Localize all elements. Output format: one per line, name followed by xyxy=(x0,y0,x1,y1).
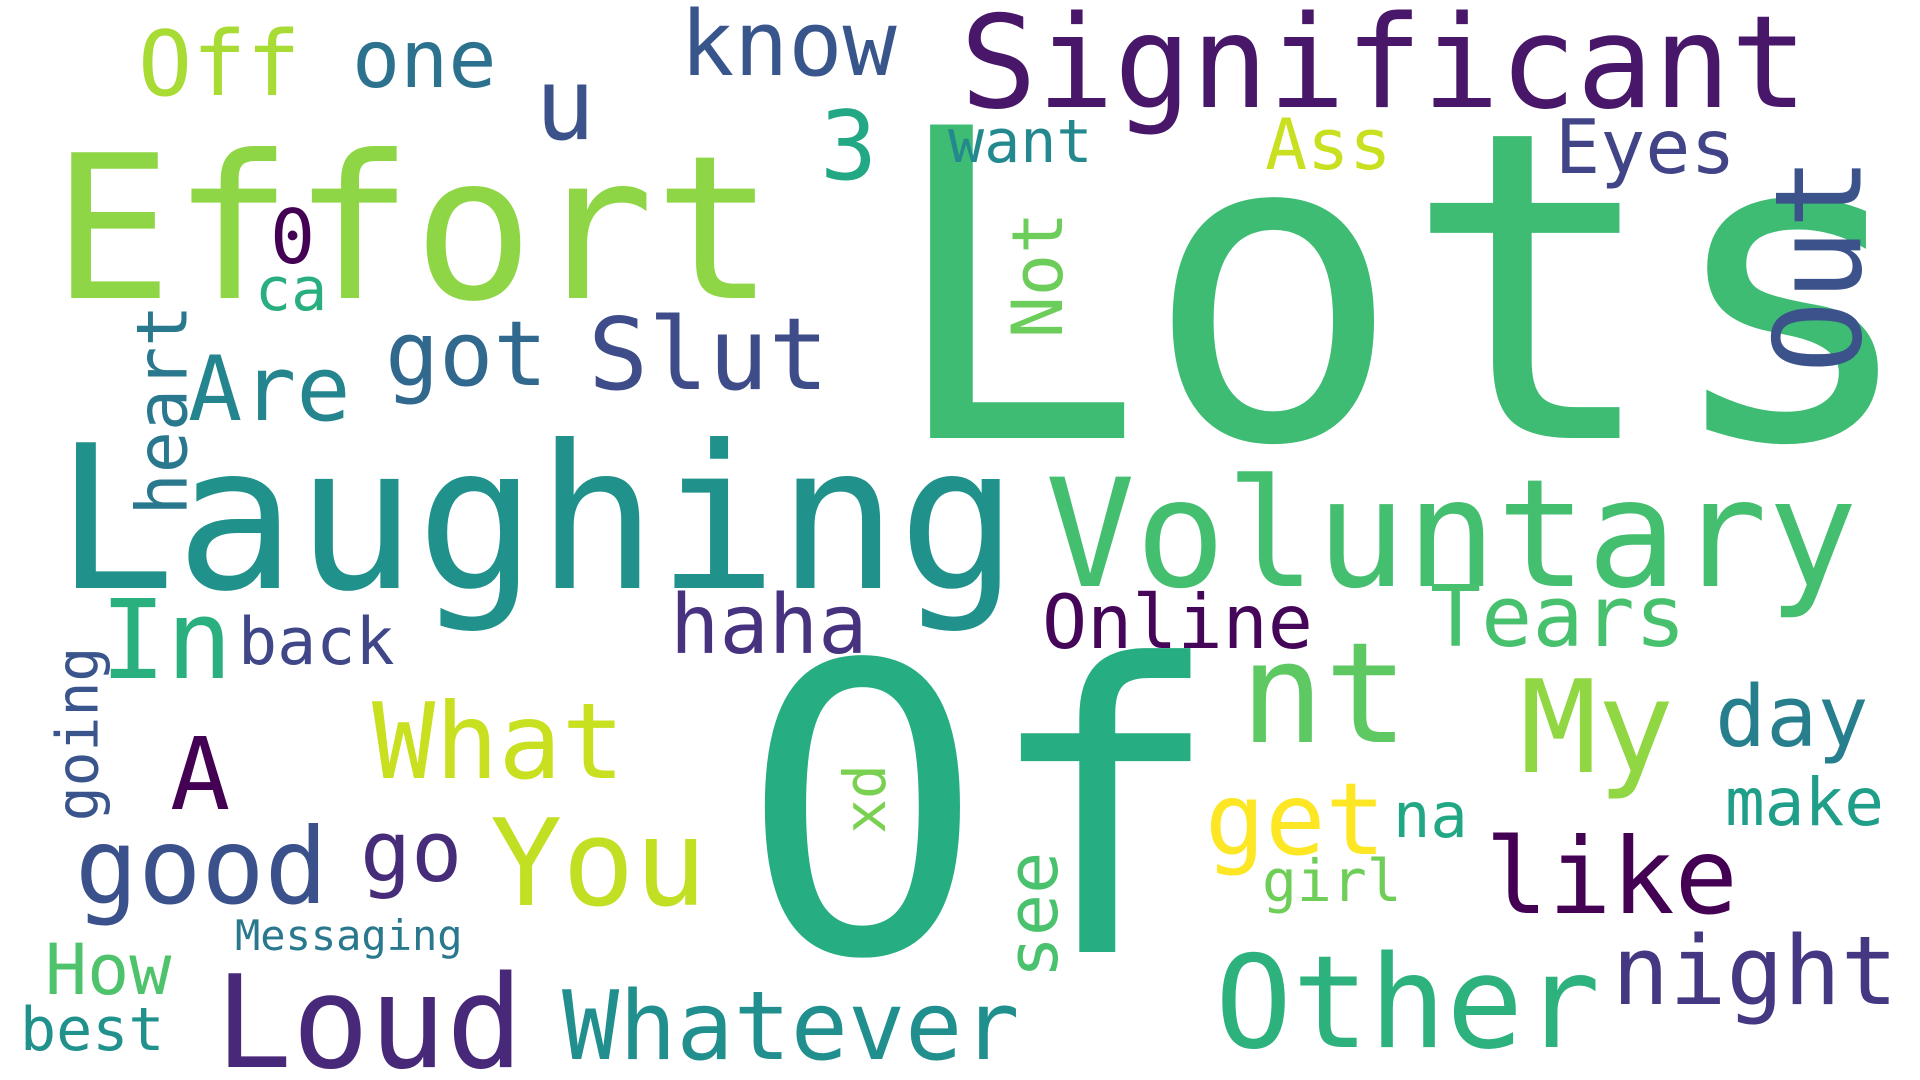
word-tears: Tears xyxy=(1430,568,1686,667)
word-got: got xyxy=(385,302,548,407)
word-a: A xyxy=(170,716,231,833)
word-laughing: Laughing xyxy=(55,403,1019,636)
word-slut: Slut xyxy=(588,296,829,413)
word-effort: Effort xyxy=(52,113,775,346)
word-girl: girl xyxy=(1262,847,1402,915)
word-ass: Ass xyxy=(1265,104,1392,186)
word-back: back xyxy=(238,605,395,680)
word-other: Other xyxy=(1215,929,1601,1078)
word-out: Out xyxy=(1750,156,1890,374)
word-eyes: Eyes xyxy=(1555,103,1736,191)
word-u: u xyxy=(535,46,596,163)
word-get: get xyxy=(1205,761,1386,878)
word-make: make xyxy=(1725,764,1884,841)
word-you: You xyxy=(490,795,707,934)
word-like: like xyxy=(1485,816,1738,938)
word-significant: Significant xyxy=(960,0,1808,138)
word-ca: ca xyxy=(255,255,328,325)
word-best: best xyxy=(20,995,165,1065)
word-messaging: Messaging xyxy=(235,911,463,960)
word-off: Off xyxy=(138,12,301,117)
word-zero: 0 xyxy=(270,193,316,281)
word-good: good xyxy=(75,806,328,928)
word-day: day xyxy=(1715,668,1869,767)
word-loud: Loud xyxy=(215,949,524,1080)
word-go: go xyxy=(360,803,463,902)
word-voluntary: Voluntary xyxy=(1045,448,1858,622)
word-one: one xyxy=(352,13,497,106)
word-haha: haha xyxy=(670,578,868,673)
word-my: My xyxy=(1520,654,1675,803)
word-xd: xd xyxy=(830,764,899,834)
word-in: In xyxy=(100,576,233,704)
word-of: Of xyxy=(742,582,1224,1047)
word-heart: heart xyxy=(121,304,204,516)
word-going: going xyxy=(43,646,112,822)
word-not: Not xyxy=(997,211,1080,339)
word-three: 3 xyxy=(820,92,878,202)
word-online: Online xyxy=(1042,578,1313,666)
word-see: see xyxy=(992,851,1075,979)
word-lots: Lots xyxy=(885,40,1920,540)
word-are: Are xyxy=(188,337,351,442)
word-what: What xyxy=(372,681,625,803)
word-nt: nt xyxy=(1240,613,1409,776)
word-na: na xyxy=(1393,779,1468,852)
word-whatever: Whatever xyxy=(562,972,1020,1080)
word-how: How xyxy=(45,929,172,1011)
word-night: night xyxy=(1612,917,1898,1027)
word-know: know xyxy=(680,0,897,97)
word-want: want xyxy=(948,107,1093,177)
